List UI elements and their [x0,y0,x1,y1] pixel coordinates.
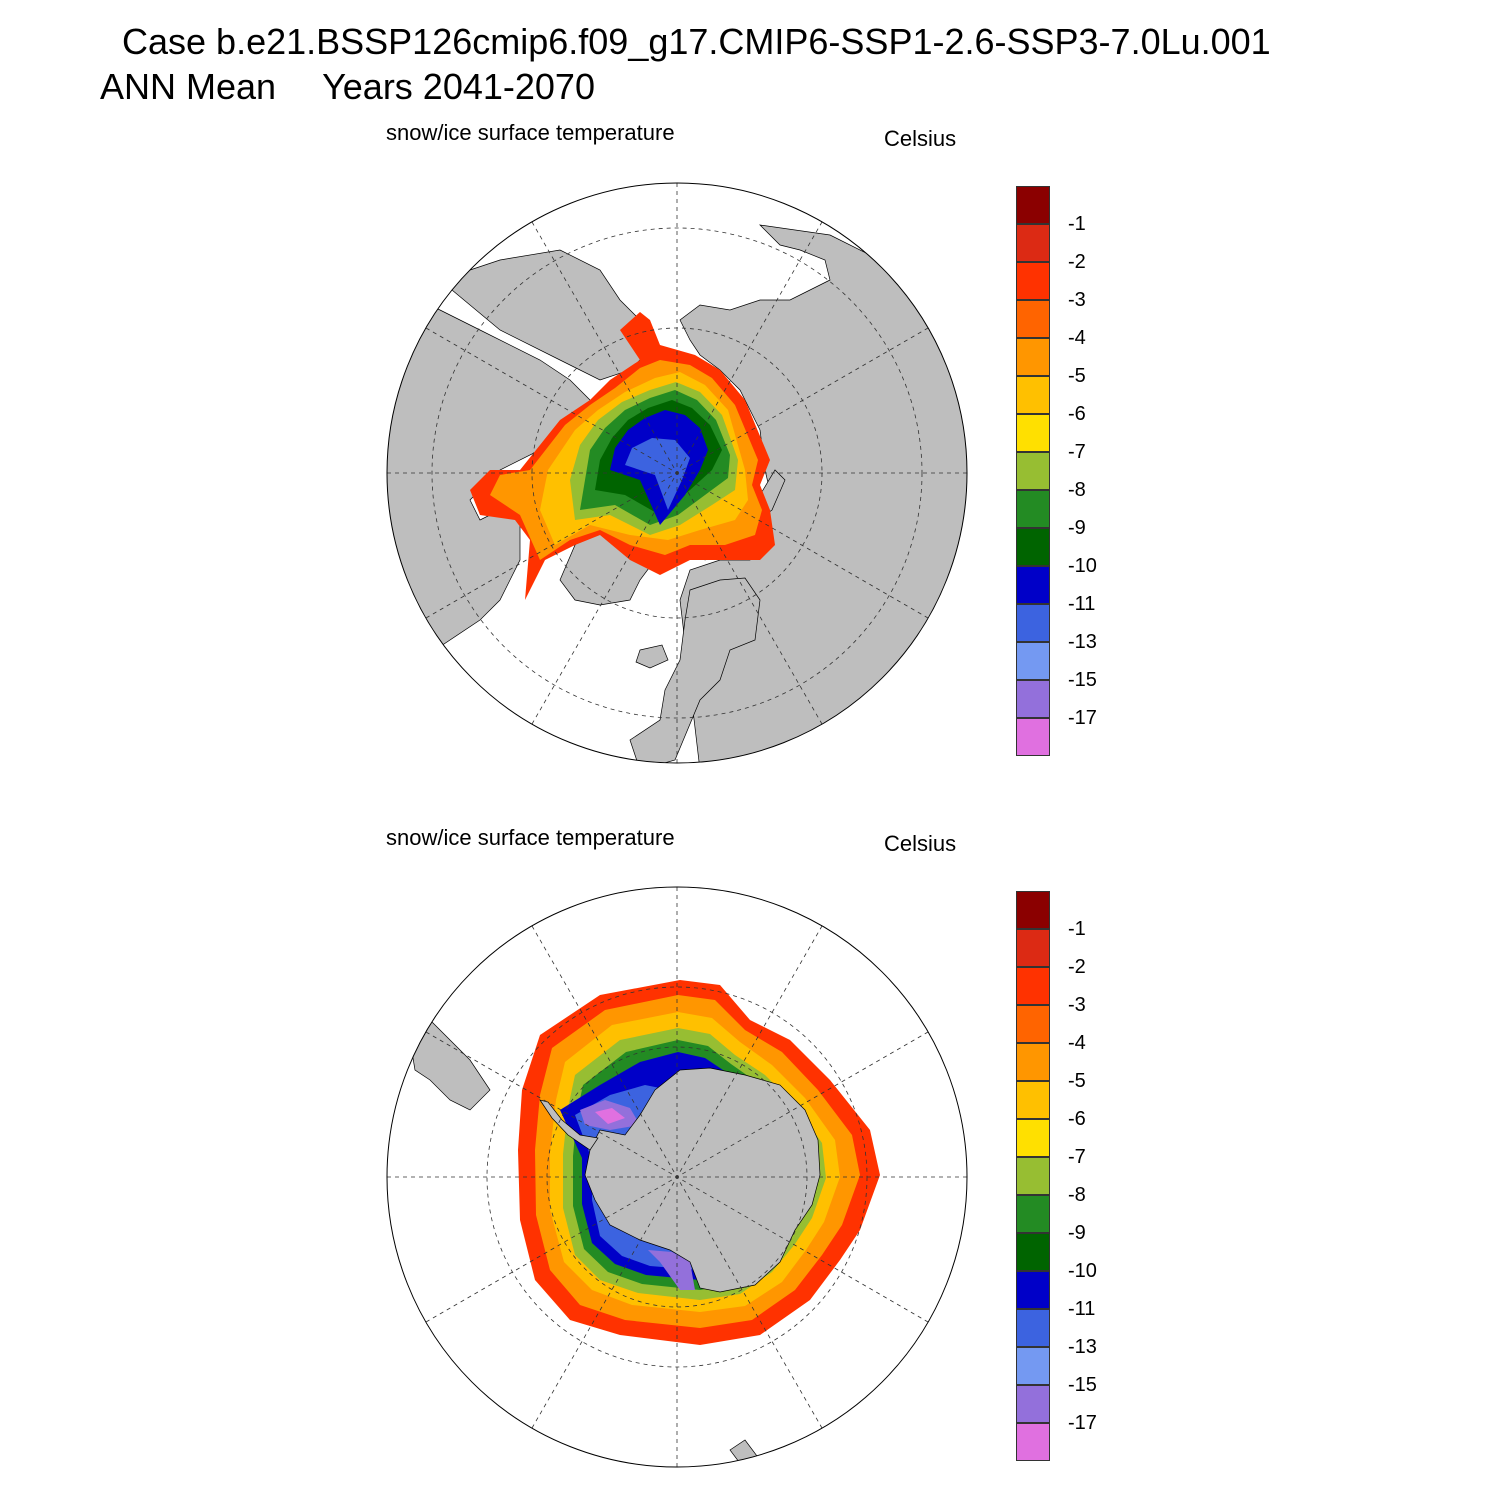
arctic-graticule [387,183,967,763]
years-label: Years 2041-2070 [322,66,595,107]
colorbar-tick-label: -3 [1068,289,1086,311]
north-variable-label: snow/ice surface temperature [386,120,675,145]
colorbar-tick-label: -2 [1068,956,1086,978]
colorbar-swatch [1016,414,1050,452]
colorbar-tick-label: -4 [1068,327,1086,349]
colorbar-swatch [1016,1385,1050,1423]
colorbar-swatch [1016,1271,1050,1309]
colorbar-swatch [1016,1233,1050,1271]
south-america-landmass [409,1019,491,1111]
south-variable-label: snow/ice surface temperature [386,825,675,850]
north-units-label: Celsius [884,126,957,151]
ice-band-lightblue [625,438,690,510]
colorbar-tick-label: -2 [1068,251,1086,273]
colorbar-tick-label: -7 [1068,1146,1086,1168]
ross-cold-pool [648,1250,695,1290]
colorbar-swatch [1016,1081,1050,1119]
colorbar-swatch [1016,1119,1050,1157]
colorbar-swatch [1016,224,1050,262]
colorbar-tick-label: -9 [1068,1222,1086,1244]
colorbar-tick-label: -10 [1068,555,1097,577]
colorbar-swatch [1016,490,1050,528]
colorbar-swatch [1016,1347,1050,1385]
colorbar-swatch [1016,1309,1050,1347]
colorbar-tick-label: -11 [1068,593,1096,615]
colorbar-swatch [1016,891,1050,929]
colorbar-swatch [1016,1423,1050,1461]
colorbar-swatch [1016,300,1050,338]
case-title: Case b.e21.BSSP126cmip6.f09_g17.CMIP6-SS… [122,21,1271,62]
colorbar-swatch [1016,718,1050,756]
colorbar-swatch [1016,262,1050,300]
colorbar-tick-label: -8 [1068,479,1086,501]
antarctic-graticule [387,887,967,1467]
south-units-label: Celsius [884,831,957,856]
colorbar-tick-label: -8 [1068,1184,1086,1206]
arctic-map [386,182,968,764]
colorbar-tick-label: -13 [1068,1336,1097,1358]
season-label: ANN Mean [100,66,277,107]
colorbar-tick-label: -5 [1068,365,1086,387]
colorbar-swatch [1016,642,1050,680]
colorbar-swatch [1016,376,1050,414]
colorbar-tick-label: -11 [1068,1298,1096,1320]
antarctic-peninsula [539,1099,599,1151]
colorbar-tick-label: -4 [1068,1032,1086,1054]
colorbar-tick-label: -13 [1068,631,1097,653]
period-title: ANN Mean Years 2041-2070 [100,67,595,107]
colorbar-swatch [1016,929,1050,967]
colorbar-tick-label: -15 [1068,669,1097,691]
colorbar-tick-label: -1 [1068,213,1086,235]
colorbar-swatch [1016,566,1050,604]
colorbar-tick-label: -7 [1068,441,1086,463]
colorbar-swatch [1016,604,1050,642]
colorbar-swatch [1016,528,1050,566]
colorbar-tick-label: -15 [1068,1374,1097,1396]
weddell-coldest-pool [595,1108,625,1124]
colorbar-tick-label: -1 [1068,918,1086,940]
colorbar-tick-label: -5 [1068,1070,1086,1092]
colorbar-tick-label: -10 [1068,1260,1097,1282]
arctic-map-border [386,182,968,764]
colorbar-swatch [1016,1005,1050,1043]
colorbar-swatch [1016,1043,1050,1081]
colorbar-tick-label: -6 [1068,403,1086,425]
antarctic-map [386,886,968,1468]
colorbar-swatch [1016,1157,1050,1195]
antarctic-map-border [386,886,968,1468]
colorbar-tick-label: -3 [1068,994,1086,1016]
antarctica-landmass [584,1067,821,1293]
colorbar-tick-label: -17 [1068,1412,1097,1434]
colorbar-swatch [1016,680,1050,718]
colorbar-swatch [1016,967,1050,1005]
colorbar-swatch [1016,452,1050,490]
colorbar-swatch [1016,1195,1050,1233]
colorbar-swatch [1016,338,1050,376]
europe-landmass [629,577,761,763]
colorbar-tick-label: -6 [1068,1108,1086,1130]
colorbar-swatch [1016,186,1050,224]
colorbar-tick-label: -9 [1068,517,1086,539]
iceland-landmass [635,644,669,669]
colorbar-tick-label: -17 [1068,707,1097,729]
